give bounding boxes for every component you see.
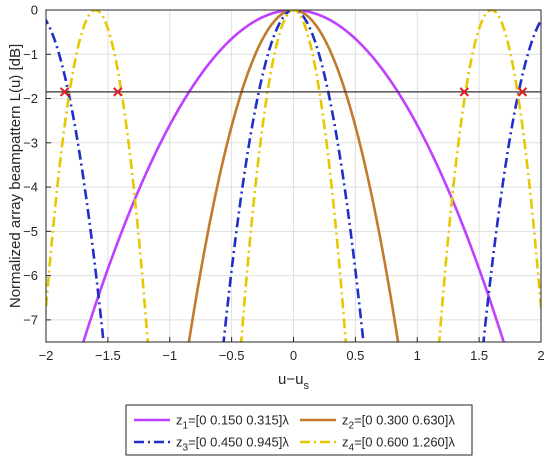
y-tick-label: 0 xyxy=(31,3,38,18)
series-line xyxy=(46,10,541,342)
legend-entry-subscript: 4 xyxy=(349,443,355,454)
legend-entry: z1=[0 0.150 0.315]λ xyxy=(176,413,289,432)
x-tick-label: 0 xyxy=(290,348,297,363)
legend-entry: z3=[0 0.450 0.945]λ xyxy=(176,435,289,454)
legend: z1=[0 0.150 0.315]λ z2=[0 0.300 0.630]λz3… xyxy=(125,404,473,456)
y-tick-label: −7 xyxy=(23,312,38,327)
x-axis-label-subscript: s xyxy=(303,380,309,392)
legend-entry-main: z xyxy=(342,413,349,428)
legend-entry: z2=[0 0.300 0.630]λ xyxy=(342,413,455,432)
x-tick-label: −0.5 xyxy=(219,348,245,363)
legend-entry-subscript: 1 xyxy=(183,421,189,432)
crossing-marker xyxy=(517,87,528,97)
legend-entry-main: z xyxy=(342,435,349,450)
legend-box xyxy=(125,404,473,456)
y-tick-label: −2 xyxy=(23,91,38,106)
y-tick-label: −6 xyxy=(23,268,38,283)
y-tick-label: −1 xyxy=(23,47,38,62)
x-tick-label: −2 xyxy=(39,348,54,363)
legend-entry-subscript: 3 xyxy=(183,443,189,454)
legend-entry-main: z xyxy=(176,413,183,428)
x-axis-label-main: u−u xyxy=(278,371,303,388)
legend-entry-rest: =[0 0.150 0.315]λ xyxy=(188,413,289,428)
crossing-marker xyxy=(459,87,469,97)
x-axis-ticks: −2 −1.5 −1 −0.5 0 0.5 1 1.5 2 xyxy=(39,337,545,363)
series-curves xyxy=(46,10,541,342)
x-tick-label: 1 xyxy=(414,348,421,363)
y-tick-label: −3 xyxy=(23,135,38,150)
series-line xyxy=(81,10,506,342)
legend-entry-rest: =[0 0.450 0.945]λ xyxy=(188,435,289,450)
legend-entry-main: z xyxy=(176,435,183,450)
x-tick-label: 2 xyxy=(537,348,544,363)
legend-entry-subscript: 2 xyxy=(349,421,355,432)
legend-entry-rest: =[0 0.300 0.630]λ xyxy=(354,413,455,428)
x-axis-label: u−us xyxy=(278,371,309,392)
x-tick-label: −1.5 xyxy=(95,348,121,363)
x-tick-label: −1 xyxy=(162,348,177,363)
y-tick-label: −4 xyxy=(23,180,38,195)
series-line xyxy=(187,10,400,342)
crossing-marker xyxy=(113,87,123,97)
x-tick-label: 1.5 xyxy=(470,348,488,363)
crossing-marker xyxy=(59,87,70,97)
x-tick-label: 0.5 xyxy=(346,348,364,363)
legend-entry: z4=[0 0.600 1.260]λ xyxy=(342,435,455,454)
crossing-markers xyxy=(59,87,528,97)
y-tick-label: −5 xyxy=(23,224,38,239)
y-axis-ticks: 0 −1 −2 −3 −4 −5 −6 −7 xyxy=(23,3,51,327)
series-line xyxy=(46,10,541,342)
y-axis-label: Normalized array beampattern L(u) [dB] xyxy=(7,44,24,308)
legend-entry-rest: =[0 0.600 1.260]λ xyxy=(354,435,455,450)
